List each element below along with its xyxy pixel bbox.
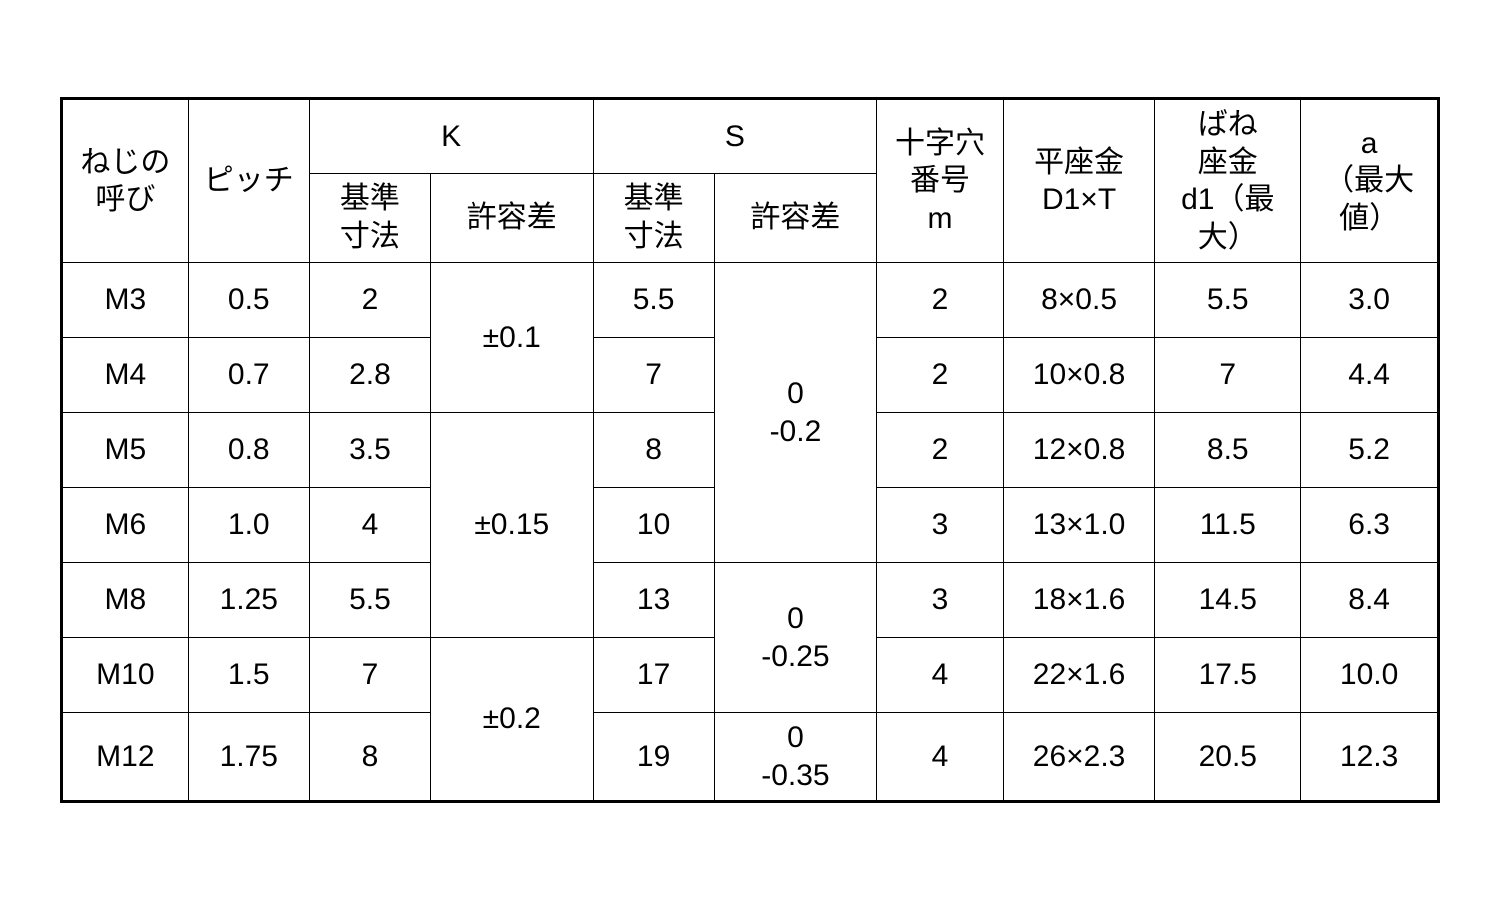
table-body: ねじの呼び ピッチ K S 十字穴番号m 平座金D1×T ばね座金d1（最大） …: [62, 99, 1439, 802]
hdr-neji: ねじの呼び: [62, 99, 189, 263]
cell-name: M5: [62, 413, 189, 488]
cell-spring: 14.5: [1155, 563, 1301, 638]
hdr-k-base: 基準寸法: [309, 173, 430, 262]
cell-name: M12: [62, 713, 189, 802]
cell-flat: 22×1.6: [1003, 638, 1154, 713]
cell-name: M4: [62, 338, 189, 413]
cell-spring: 17.5: [1155, 638, 1301, 713]
cell-kbase: 3.5: [309, 413, 430, 488]
cell-flat: 13×1.0: [1003, 488, 1154, 563]
cell-a: 4.4: [1301, 338, 1439, 413]
table-row: M12 1.75 8 19 0-0.35 4 26×2.3 20.5 12.3: [62, 713, 1439, 802]
hdr-spring: ばね座金d1（最大）: [1155, 99, 1301, 263]
cell-cross: 4: [877, 638, 1004, 713]
cell-ktol-1: ±0.15: [431, 413, 593, 638]
cell-stol-2: 0-0.35: [714, 713, 876, 802]
cell-kbase: 2.8: [309, 338, 430, 413]
cell-cross: 2: [877, 338, 1004, 413]
hdr-flat: 平座金D1×T: [1003, 99, 1154, 263]
hdr-k-tol: 許容差: [431, 173, 593, 262]
hdr-a: a（最大値）: [1301, 99, 1439, 263]
cell-cross: 2: [877, 413, 1004, 488]
cell-a: 3.0: [1301, 263, 1439, 338]
cell-pitch: 1.0: [188, 488, 309, 563]
spec-table-container: ねじの呼び ピッチ K S 十字穴番号m 平座金D1×T ばね座金d1（最大） …: [60, 97, 1440, 803]
cell-name: M3: [62, 263, 189, 338]
spec-table: ねじの呼び ピッチ K S 十字穴番号m 平座金D1×T ばね座金d1（最大） …: [60, 97, 1440, 803]
cell-stol-0: 0-0.2: [714, 263, 876, 563]
cell-sbase: 8: [593, 413, 714, 488]
cell-ktol-0: ±0.1: [431, 263, 593, 413]
cell-sbase: 19: [593, 713, 714, 802]
hdr-s: S: [593, 99, 877, 174]
cell-flat: 26×2.3: [1003, 713, 1154, 802]
cell-pitch: 1.75: [188, 713, 309, 802]
cell-a: 8.4: [1301, 563, 1439, 638]
hdr-k: K: [309, 99, 593, 174]
cell-flat: 8×0.5: [1003, 263, 1154, 338]
cell-kbase: 7: [309, 638, 430, 713]
cell-pitch: 0.8: [188, 413, 309, 488]
hdr-s-base: 基準寸法: [593, 173, 714, 262]
cell-sbase: 10: [593, 488, 714, 563]
hdr-pitch: ピッチ: [188, 99, 309, 263]
cell-cross: 2: [877, 263, 1004, 338]
cell-sbase: 5.5: [593, 263, 714, 338]
cell-pitch: 0.5: [188, 263, 309, 338]
hdr-s-tol: 許容差: [714, 173, 876, 262]
cell-kbase: 2: [309, 263, 430, 338]
cell-a: 12.3: [1301, 713, 1439, 802]
table-row: M8 1.25 5.5 13 0-0.25 3 18×1.6 14.5 8.4: [62, 563, 1439, 638]
cell-flat: 10×0.8: [1003, 338, 1154, 413]
cell-cross: 4: [877, 713, 1004, 802]
cell-stol-1: 0-0.25: [714, 563, 876, 713]
cell-name: M6: [62, 488, 189, 563]
cell-spring: 5.5: [1155, 263, 1301, 338]
table-row: M3 0.5 2 ±0.1 5.5 0-0.2 2 8×0.5 5.5 3.0: [62, 263, 1439, 338]
cell-pitch: 1.25: [188, 563, 309, 638]
cell-pitch: 1.5: [188, 638, 309, 713]
cell-sbase: 17: [593, 638, 714, 713]
cell-a: 10.0: [1301, 638, 1439, 713]
cell-spring: 8.5: [1155, 413, 1301, 488]
cell-sbase: 7: [593, 338, 714, 413]
cell-a: 6.3: [1301, 488, 1439, 563]
cell-spring: 11.5: [1155, 488, 1301, 563]
header-row-1: ねじの呼び ピッチ K S 十字穴番号m 平座金D1×T ばね座金d1（最大） …: [62, 99, 1439, 174]
cell-flat: 12×0.8: [1003, 413, 1154, 488]
cell-sbase: 13: [593, 563, 714, 638]
cell-cross: 3: [877, 488, 1004, 563]
hdr-cross: 十字穴番号m: [877, 99, 1004, 263]
cell-ktol-2: ±0.2: [431, 638, 593, 802]
cell-spring: 7: [1155, 338, 1301, 413]
cell-a: 5.2: [1301, 413, 1439, 488]
cell-name: M8: [62, 563, 189, 638]
cell-kbase: 8: [309, 713, 430, 802]
cell-name: M10: [62, 638, 189, 713]
cell-pitch: 0.7: [188, 338, 309, 413]
cell-cross: 3: [877, 563, 1004, 638]
cell-flat: 18×1.6: [1003, 563, 1154, 638]
cell-kbase: 5.5: [309, 563, 430, 638]
cell-kbase: 4: [309, 488, 430, 563]
cell-spring: 20.5: [1155, 713, 1301, 802]
